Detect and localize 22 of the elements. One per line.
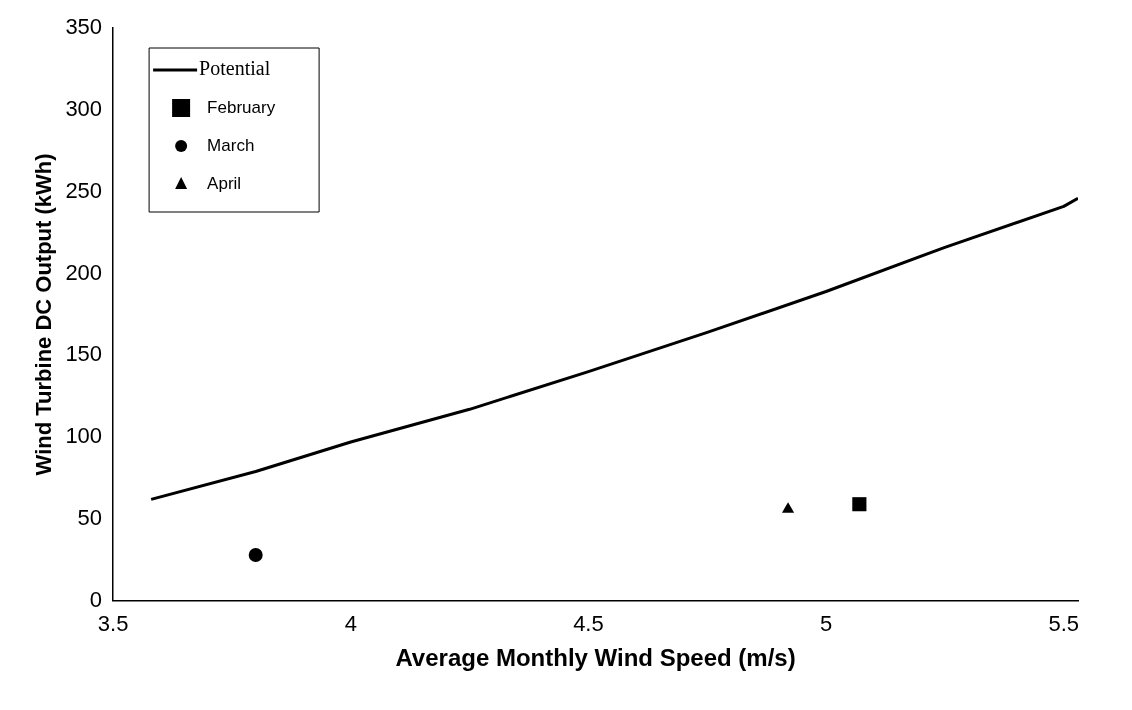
y-axis-title: Wind Turbine DC Output (kWh) — [31, 153, 57, 476]
point — [852, 497, 867, 512]
x-tick-label: 3.5 — [97, 611, 129, 637]
x-tick-label: 4.5 — [573, 611, 604, 637]
y-tick-label: 200 — [65, 259, 103, 285]
x-axis-title: Average Monthly Wind Speed (m/s) — [395, 644, 796, 672]
legend-label: April — [207, 173, 242, 193]
y-tick-label: 0 — [89, 586, 103, 612]
y-tick-label: 300 — [65, 95, 103, 121]
y-tick-label: 100 — [65, 423, 103, 449]
x-tick-label: 5.5 — [1048, 611, 1080, 637]
x-tick-label: 5 — [819, 611, 833, 637]
point — [781, 502, 795, 513]
x-tick-label: 4 — [344, 611, 357, 637]
y-tick-label: 150 — [65, 341, 103, 367]
y-tick-label: 350 — [65, 14, 103, 40]
y-tick-label: 250 — [65, 177, 103, 203]
legend-label: March — [207, 135, 255, 155]
legend-label: Potential — [199, 57, 271, 80]
point — [248, 547, 263, 562]
y-tick-label: 50 — [77, 505, 103, 531]
legend-label: February — [207, 97, 276, 117]
